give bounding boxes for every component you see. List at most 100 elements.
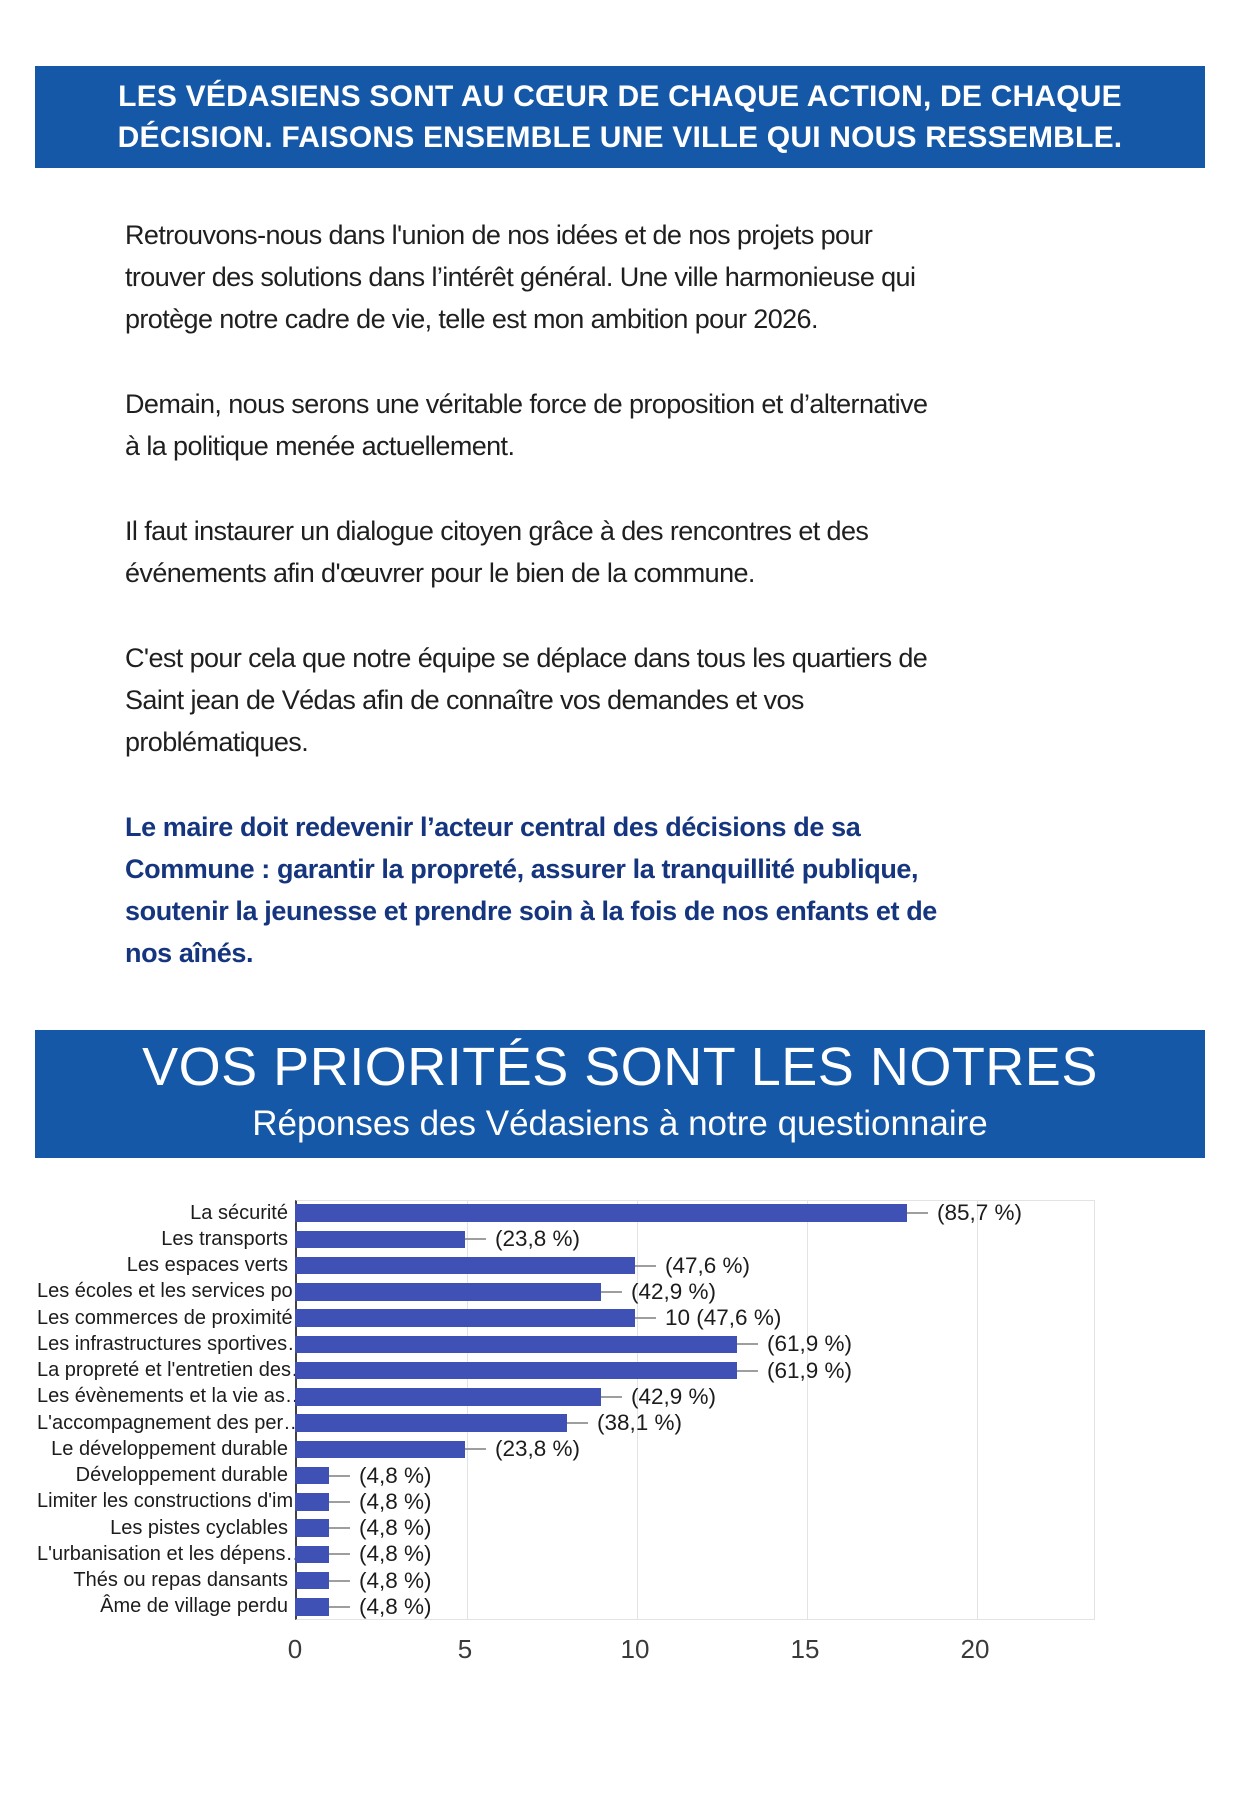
bar — [295, 1283, 601, 1301]
category-label: La sécurité — [190, 1201, 288, 1224]
category-label: Limiter les constructions d'im… — [37, 1490, 314, 1513]
gridline-20 — [977, 1201, 978, 1619]
category-label: Les transports — [161, 1227, 288, 1250]
paragraph-highlight-maire: Le maire doit redevenir l’acteur central… — [125, 812, 937, 968]
error-whisker — [329, 1474, 350, 1477]
priorities-bar-chart: La sécurité (85,7 %) Les transports (23,8 %… — [37, 1200, 1137, 1666]
error-whisker — [567, 1422, 588, 1425]
category-label: L'urbanisation et les dépens… — [37, 1542, 306, 1565]
value-label: (4,8 %) — [359, 1541, 432, 1567]
bar — [295, 1466, 329, 1485]
category-label: Le développement durable — [51, 1437, 288, 1460]
chart-row: Thés ou repas dansants (4,8 %) — [37, 1568, 1137, 1594]
paragraph-dialogue: Il faut instaurer un dialogue citoyen gr… — [125, 516, 869, 588]
bar — [295, 1309, 635, 1327]
value-label: (85,7 %) — [937, 1200, 1023, 1226]
priorities-title: VOS PRIORITÉS SONT LES NOTRES — [142, 1037, 1098, 1097]
error-whisker — [635, 1264, 656, 1267]
row-plot: (4,8 %) — [295, 1463, 1095, 1489]
bar — [295, 1440, 465, 1459]
priorities-subtitle: Réponses des Védasiens à notre questionn… — [252, 1104, 988, 1143]
chart-row: La sécurité (85,7 %) — [37, 1200, 1137, 1226]
x-axis-tick: 10 — [620, 1634, 650, 1664]
row-plot: (4,8 %) — [295, 1568, 1095, 1594]
top-banner-text: LES VÉDASIENS SONT AU CŒUR DE CHAQUE ACT… — [117, 80, 1123, 154]
value-label: (47,6 %) — [665, 1252, 751, 1278]
row-plot: (4,8 %) — [295, 1541, 1095, 1567]
value-label: (38,1 %) — [597, 1410, 683, 1436]
value-label: (4,8 %) — [359, 1515, 432, 1541]
category-label: Les pistes cyclables — [110, 1516, 288, 1539]
chart-row: Les commerces de proximité 10 (47,6 %) — [37, 1305, 1137, 1331]
error-whisker — [465, 1238, 486, 1241]
value-label: (23,8 %) — [495, 1436, 581, 1462]
error-whisker — [329, 1527, 350, 1530]
row-plot: (4,8 %) — [295, 1489, 1095, 1515]
chart-row: Âme de village perdu (4,8 %) — [37, 1594, 1137, 1620]
value-label: (23,8 %) — [495, 1226, 581, 1252]
row-plot: (42,9 %) — [295, 1384, 1095, 1410]
value-label: 10 (47,6 %) — [665, 1305, 782, 1331]
category-label: Les évènements et la vie as… — [37, 1385, 305, 1408]
paragraph-demain: Demain, nous serons une véritable force … — [125, 389, 928, 461]
error-whisker — [601, 1290, 622, 1293]
chart-row: L'urbanisation et les dépens… (4,8 %) — [37, 1541, 1137, 1567]
bar — [295, 1598, 329, 1616]
error-whisker — [329, 1579, 350, 1582]
paragraph-equipe: C'est pour cela que notre équipe se dépl… — [125, 643, 928, 757]
value-label: (61,9 %) — [767, 1357, 853, 1383]
chart-row: Développement durable (4,8 %) — [37, 1463, 1137, 1489]
body-text: Retrouvons-nous dans l'union de nos idée… — [125, 214, 1100, 974]
value-label: (42,9 %) — [631, 1278, 717, 1304]
chart-row: Les écoles et les services po… (42,9 %) — [37, 1279, 1137, 1305]
chart-row: Les pistes cyclables (4,8 %) — [37, 1515, 1137, 1541]
category-label: L'accompagnement des per… — [37, 1411, 304, 1434]
value-label: (42,9 %) — [631, 1383, 717, 1409]
error-whisker — [329, 1553, 350, 1556]
chart-row: Les évènements et la vie as… (42,9 %) — [37, 1384, 1137, 1410]
category-label: Les commerces de proximité — [37, 1306, 293, 1329]
flyer-page: { "banner_top": { "text": "LES VÉDASIENS… — [0, 66, 1240, 1814]
error-whisker — [465, 1448, 486, 1451]
bar — [295, 1361, 737, 1380]
x-axis: 0 5 10 15 20 — [288, 1620, 1095, 1666]
value-label: (61,9 %) — [767, 1331, 853, 1357]
x-axis-tick: 20 — [960, 1634, 990, 1664]
chart-row: Le développement durable (23,8 %) — [37, 1436, 1137, 1462]
row-plot: (23,8 %) — [295, 1226, 1095, 1252]
x-axis-tick: 15 — [790, 1634, 820, 1664]
category-label: Les écoles et les services po… — [37, 1280, 313, 1303]
bar — [295, 1230, 465, 1249]
gridline-10 — [637, 1201, 638, 1619]
row-plot: (4,8 %) — [295, 1594, 1095, 1620]
row-plot: (85,7 %) — [295, 1200, 1095, 1226]
bar — [295, 1493, 329, 1511]
bar — [295, 1335, 737, 1354]
category-label: La propreté et l'entretien des… — [37, 1359, 311, 1382]
row-plot: 10 (47,6 %) — [295, 1305, 1095, 1331]
category-label: Thés ou repas dansants — [73, 1569, 288, 1592]
gridline-5 — [467, 1201, 468, 1619]
category-label: Les infrastructures sportives… — [37, 1332, 308, 1355]
x-axis-tick: 5 — [457, 1634, 473, 1664]
chart-rows: La sécurité (85,7 %) Les transports (23,8 %… — [37, 1200, 1137, 1620]
value-label: (4,8 %) — [359, 1488, 432, 1514]
error-whisker — [737, 1343, 758, 1346]
chart-row: Les transports (23,8 %) — [37, 1226, 1137, 1252]
top-banner: LES VÉDASIENS SONT AU CŒUR DE CHAQUE ACT… — [35, 66, 1205, 168]
row-plot: (42,9 %) — [295, 1279, 1095, 1305]
paragraph-union: Retrouvons-nous dans l'union de nos idée… — [125, 220, 916, 334]
bar — [295, 1519, 329, 1537]
error-whisker — [907, 1212, 928, 1215]
chart-row: L'accompagnement des per… (38,1 %) — [37, 1410, 1137, 1436]
value-label: (4,8 %) — [359, 1593, 432, 1619]
chart-row: Les infrastructures sportives… (61,9 %) — [37, 1331, 1137, 1357]
x-axis-tick: 0 — [287, 1634, 303, 1664]
row-plot: (61,9 %) — [295, 1331, 1095, 1357]
error-whisker — [635, 1317, 656, 1320]
chart-row: La propreté et l'entretien des… (61,9 %) — [37, 1358, 1137, 1384]
bar — [295, 1414, 567, 1432]
priorities-banner: VOS PRIORITÉS SONT LES NOTRES Réponses d… — [35, 1030, 1205, 1158]
value-label: (4,8 %) — [359, 1567, 432, 1593]
row-plot: (23,8 %) — [295, 1436, 1095, 1462]
